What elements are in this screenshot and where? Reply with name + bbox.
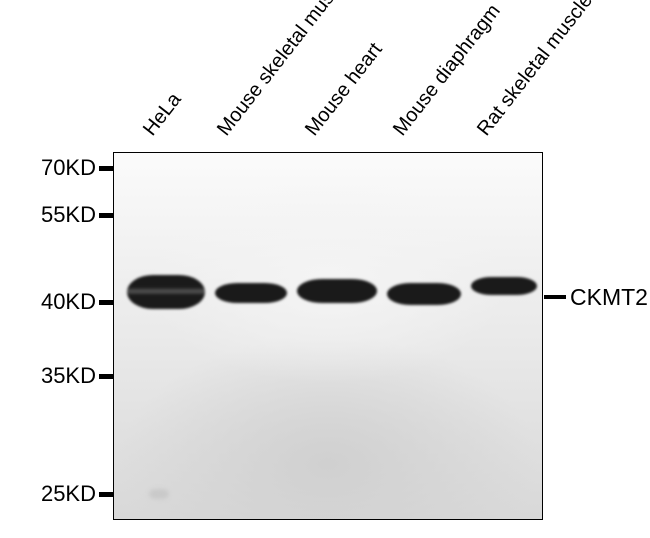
- faint-spot: [149, 489, 169, 499]
- band-lane-1: [215, 283, 287, 303]
- band-lane-3: [387, 283, 461, 305]
- band-lane-0: [127, 275, 205, 309]
- protein-label: CKMT2: [570, 284, 648, 311]
- mw-label-35KD: 35KD: [41, 363, 96, 389]
- protein-label-tick: [544, 295, 566, 299]
- mw-tick-35KD: [99, 374, 114, 379]
- lane-label-2: Mouse heart: [301, 39, 388, 141]
- mw-label-25KD: 25KD: [41, 481, 96, 507]
- western-blot-figure: 70KD55KD40KD35KD25KD HeLaMouse skeletal …: [0, 0, 650, 538]
- mw-label-40KD: 40KD: [41, 289, 96, 315]
- blot-membrane: [113, 152, 543, 520]
- blot-background: [114, 153, 542, 519]
- mw-tick-70KD: [99, 166, 114, 171]
- mw-tick-55KD: [99, 213, 114, 218]
- mw-label-70KD: 70KD: [41, 155, 96, 181]
- lane-label-0: HeLa: [139, 89, 187, 141]
- mw-label-55KD: 55KD: [41, 202, 96, 228]
- band-lane-2: [297, 279, 377, 303]
- mw-tick-25KD: [99, 492, 114, 497]
- mw-tick-40KD: [99, 300, 114, 305]
- band-lane-4: [471, 277, 537, 295]
